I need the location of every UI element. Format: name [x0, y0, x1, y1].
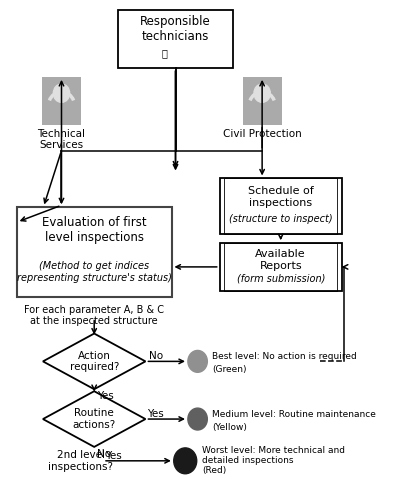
Circle shape — [254, 84, 270, 102]
Text: Yes: Yes — [97, 391, 113, 401]
Text: Yes: Yes — [105, 451, 122, 461]
Text: Schedule of
inspections: Schedule of inspections — [248, 186, 314, 208]
Text: (Red): (Red) — [202, 466, 226, 475]
Text: 2nd level
inspections?: 2nd level inspections? — [48, 450, 113, 471]
Text: No: No — [149, 352, 163, 362]
Bar — [220, 178, 342, 234]
Text: Yes: Yes — [147, 409, 164, 419]
Text: No: No — [97, 449, 111, 459]
Text: For each parameter A, B & C
at the inspected structure: For each parameter A, B & C at the inspe… — [24, 304, 164, 326]
Polygon shape — [43, 334, 145, 389]
Text: detailed inspections: detailed inspections — [202, 456, 294, 466]
Bar — [42, 77, 81, 125]
Text: (Green): (Green) — [212, 365, 246, 374]
Circle shape — [53, 84, 70, 102]
Text: Routine
actions?: Routine actions? — [72, 408, 116, 430]
Text: Evaluation of first
level inspections: Evaluation of first level inspections — [42, 216, 147, 244]
Text: (Method to get indices
representing structure's status): (Method to get indices representing stru… — [17, 261, 172, 282]
Bar — [243, 77, 282, 125]
Circle shape — [174, 448, 197, 474]
Text: 🔑: 🔑 — [162, 48, 168, 58]
Bar — [118, 10, 233, 68]
Text: Responsible
technicians: Responsible technicians — [140, 15, 211, 43]
Text: Civil Protection: Civil Protection — [223, 128, 301, 138]
Text: (form submission): (form submission) — [236, 274, 325, 284]
Text: (structure to inspect): (structure to inspect) — [229, 214, 333, 224]
Circle shape — [188, 350, 207, 372]
Bar — [17, 207, 171, 296]
Polygon shape — [43, 391, 145, 447]
Text: (Yellow): (Yellow) — [212, 422, 247, 432]
Text: Medium level: Routine maintenance: Medium level: Routine maintenance — [212, 410, 375, 418]
Text: Best level: No action is required: Best level: No action is required — [212, 352, 357, 361]
Text: Worst level: More technical and: Worst level: More technical and — [202, 446, 345, 456]
Bar — [224, 178, 337, 234]
Bar — [224, 243, 337, 291]
Text: Available
Reports: Available Reports — [255, 249, 306, 270]
Circle shape — [188, 408, 207, 430]
Text: Action
required?: Action required? — [69, 350, 119, 372]
Text: Technical
Services: Technical Services — [37, 128, 85, 150]
Bar — [220, 243, 342, 291]
